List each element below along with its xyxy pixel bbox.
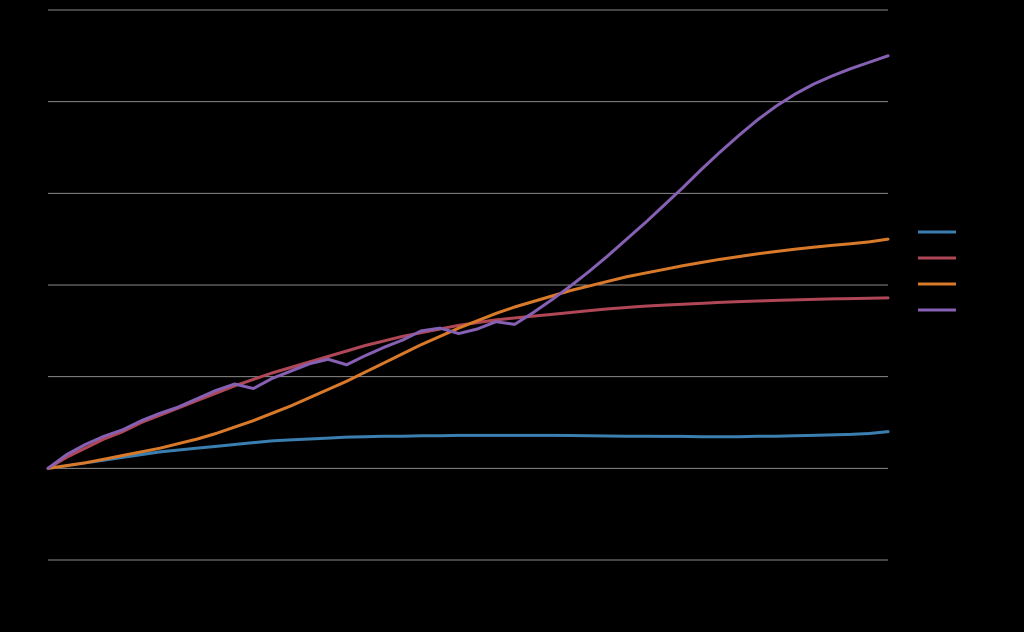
line-chart bbox=[0, 0, 1024, 627]
chart-svg bbox=[0, 0, 1024, 627]
